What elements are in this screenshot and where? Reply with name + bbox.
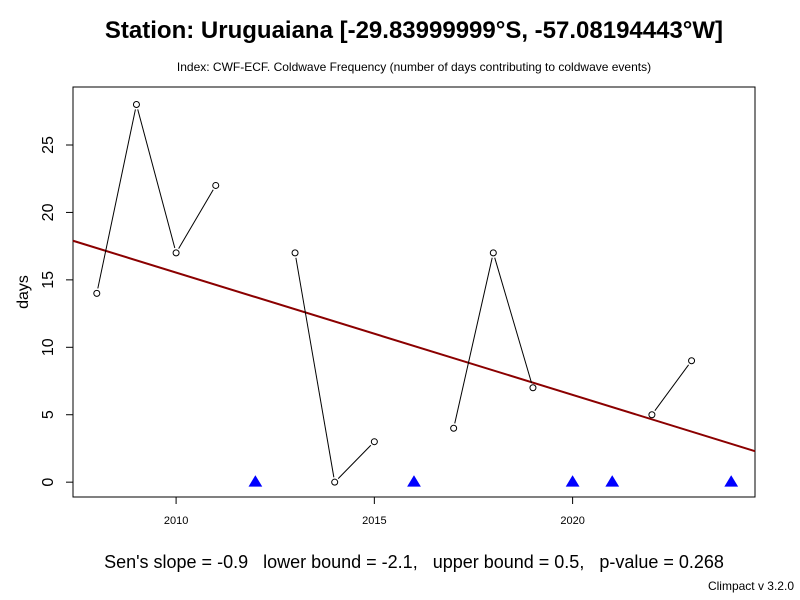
sens-slope-stats: Sen's slope = -0.9 lower bound = -2.1, u… (104, 552, 724, 572)
data-point (648, 411, 656, 419)
series-line-segment (454, 257, 493, 424)
missing-year-marker (565, 475, 580, 487)
data-point (331, 478, 339, 486)
data-point (489, 249, 497, 257)
data-point (172, 249, 180, 257)
x-tick-label: 2015 (362, 515, 386, 527)
missing-year-marker (407, 475, 421, 487)
series-line-segment (654, 364, 689, 411)
y-tick-label: 10 (40, 338, 57, 356)
series-line-segment (178, 189, 214, 249)
y-axis: 0 5 10 15 20 25 (40, 136, 73, 487)
chart-title: Station: Uruguaiana [-29.83999999°S, -57… (105, 17, 723, 44)
series-line-segment (97, 109, 136, 289)
chart-subtitle: Index: CWF-ECF. Coldwave Frequency (numb… (177, 60, 651, 74)
y-tick-label: 20 (40, 203, 57, 221)
y-tick-label: 5 (40, 410, 57, 419)
y-axis-label: days (15, 275, 32, 309)
x-tick-label: 2020 (560, 515, 584, 527)
y-tick-label: 15 (40, 271, 57, 289)
data-point (212, 181, 220, 189)
missing-year-marker (605, 475, 620, 487)
data-point (93, 289, 101, 297)
y-tick-label: 0 (40, 478, 57, 487)
series-line-segment (337, 444, 372, 479)
data-point (132, 101, 140, 109)
missing-layer (248, 475, 739, 487)
plot-frame (72, 86, 756, 498)
data-point (450, 424, 458, 432)
data-point (291, 249, 299, 257)
x-axis: 2010 2015 2020 (164, 497, 585, 527)
climpact-credit: Climpact v 3.2.0 (708, 579, 794, 593)
missing-year-marker (724, 475, 739, 487)
data-point (529, 384, 537, 392)
y-tick-label: 25 (40, 136, 57, 154)
data-point (370, 438, 378, 446)
series-line-segment (137, 109, 176, 249)
series-line-segment (494, 257, 533, 384)
series-layer (93, 101, 696, 486)
series-line-segment (295, 257, 335, 478)
x-tick-label: 2010 (164, 515, 188, 527)
data-point (688, 357, 696, 365)
missing-year-marker (248, 475, 263, 487)
trend-line (72, 239, 756, 453)
trend-layer (72, 239, 756, 453)
